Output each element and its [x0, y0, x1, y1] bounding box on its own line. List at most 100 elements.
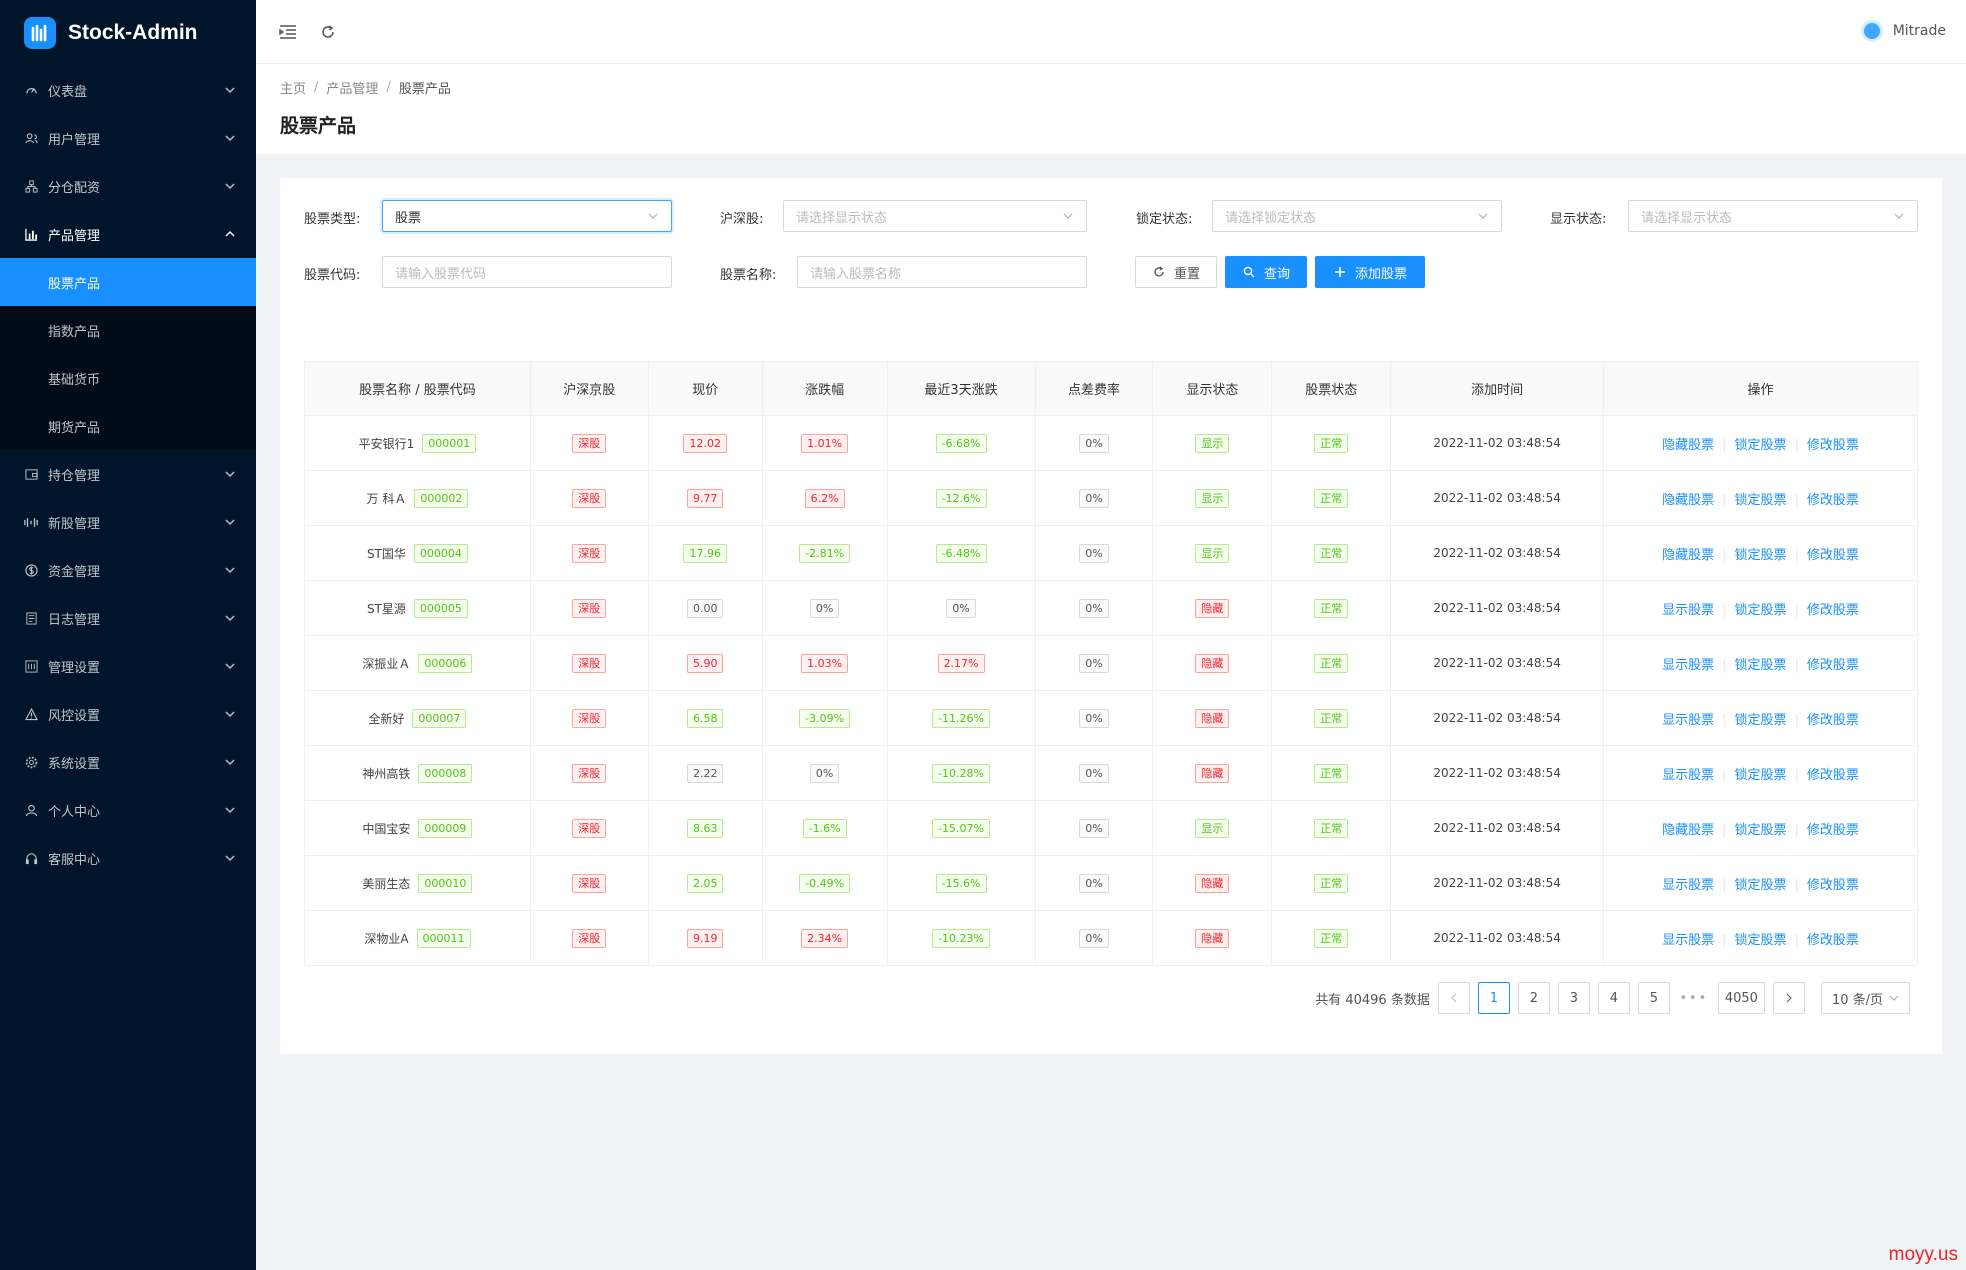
sidebar-item-admin-settings[interactable]: 管理设置 — [0, 642, 256, 690]
stock-name: 平安银行1 — [358, 436, 415, 451]
sidebar-item-label: 个人中心 — [48, 804, 101, 820]
lock-stock-link[interactable]: 锁定股票 — [1734, 767, 1787, 783]
sidebar-item-warning[interactable]: 风控设置 — [0, 690, 256, 738]
add-time: 2022-11-02 03:48:54 — [1390, 415, 1605, 471]
toggle-visibility-link[interactable]: 显示股票 — [1662, 932, 1715, 948]
column-header: 股票名称 / 股票代码 — [304, 361, 531, 416]
edit-stock-link[interactable]: 修改股票 — [1806, 767, 1859, 783]
row-actions: 显示股票 | 锁定股票 | 修改股票 — [1662, 933, 1859, 948]
column-header: 沪深京股 — [529, 361, 649, 416]
cluster-icon — [24, 179, 38, 193]
breadcrumb-home[interactable]: 主页 — [280, 82, 307, 97]
price-badge: 2.05 — [686, 873, 724, 893]
sidebar-item-person[interactable]: 个人中心 — [0, 786, 256, 834]
edit-stock-link[interactable]: 修改股票 — [1806, 437, 1859, 453]
edit-stock-link[interactable]: 修改股票 — [1806, 547, 1859, 563]
add-stock-button[interactable]: 添加股票 — [1315, 256, 1425, 288]
market-badge: 深股 — [572, 543, 607, 563]
page-size-select[interactable]: 10 条/页 — [1820, 982, 1910, 1014]
page-button[interactable]: 2 — [1517, 982, 1550, 1014]
next-page-button[interactable] — [1772, 982, 1805, 1014]
sidebar-item-label: 仪表盘 — [48, 84, 88, 100]
edit-stock-link[interactable]: 修改股票 — [1806, 602, 1859, 618]
lock-stock-link[interactable]: 锁定股票 — [1734, 712, 1787, 728]
edit-stock-link[interactable]: 修改股票 — [1806, 932, 1859, 948]
query-button[interactable]: 查询 — [1225, 256, 1307, 288]
sidebar-item-gear[interactable]: 系统设置 — [0, 738, 256, 786]
page-button[interactable]: 3 — [1557, 982, 1590, 1014]
toggle-visibility-link[interactable]: 显示股票 — [1662, 767, 1715, 783]
lock-stock-link[interactable]: 锁定股票 — [1734, 877, 1787, 893]
sidebar-item-wallet[interactable]: 持仓管理 — [0, 450, 256, 498]
row-actions: 隐藏股票 | 锁定股票 | 修改股票 — [1662, 548, 1859, 563]
edit-stock-link[interactable]: 修改股票 — [1806, 492, 1859, 508]
sidebar-item-label: 日志管理 — [48, 612, 101, 628]
lock-stock-link[interactable]: 锁定股票 — [1734, 932, 1787, 948]
lock-stock-link[interactable]: 锁定股票 — [1734, 492, 1787, 508]
toggle-visibility-link[interactable]: 隐藏股票 — [1662, 437, 1715, 453]
stock-code-badge: 000002 — [414, 488, 469, 508]
edit-stock-link[interactable]: 修改股票 — [1806, 712, 1859, 728]
page-ellipsis[interactable]: ••• — [1679, 990, 1709, 1006]
lock-stock-link[interactable]: 锁定股票 — [1734, 437, 1787, 453]
stock-name-input[interactable]: 请输入股票名称 — [797, 256, 1087, 288]
stock-code-placeholder: 请输入股票代码 — [395, 266, 487, 282]
edit-stock-link[interactable]: 修改股票 — [1806, 657, 1859, 673]
sidebar-item-headset[interactable]: 客服中心 — [0, 834, 256, 882]
sidebar-item-bar-chart[interactable]: 产品管理 — [0, 210, 256, 258]
lock-stock-link[interactable]: 锁定股票 — [1734, 602, 1787, 618]
stock-status-badge: 正常 — [1314, 708, 1349, 728]
menu-fold-icon[interactable] — [276, 20, 300, 44]
show-status-select[interactable]: 请选择显示状态 — [1628, 200, 1918, 232]
toggle-visibility-link[interactable]: 显示股票 — [1662, 877, 1715, 893]
stock-code-input[interactable]: 请输入股票代码 — [382, 256, 672, 288]
page-button[interactable]: 4 — [1597, 982, 1630, 1014]
sidebar-subitem[interactable]: 股票产品 — [0, 258, 256, 306]
market-select[interactable]: 请选择显示状态 — [783, 200, 1087, 232]
divider: | — [1722, 767, 1727, 783]
breadcrumb-level1[interactable]: 产品管理 — [326, 82, 379, 97]
sidebar-subitem[interactable]: 期货产品 — [0, 402, 256, 450]
lock-status-label: 锁定状态: — [1136, 212, 1193, 227]
lock-stock-link[interactable]: 锁定股票 — [1734, 657, 1787, 673]
sidebar-item-dashboard[interactable]: 仪表盘 — [0, 66, 256, 114]
chevron-right-icon — [1786, 993, 1792, 1003]
sidebar-item-cluster[interactable]: 分仓配资 — [0, 162, 256, 210]
toggle-visibility-link[interactable]: 隐藏股票 — [1662, 822, 1715, 838]
sidebar-subitem[interactable]: 基础货币 — [0, 354, 256, 402]
divider: | — [1722, 877, 1727, 893]
prev-page-button[interactable] — [1437, 982, 1470, 1014]
refresh-icon[interactable] — [316, 20, 340, 44]
market-badge: 深股 — [572, 433, 607, 453]
sidebar-subitem[interactable]: 指数产品 — [0, 306, 256, 354]
sidebar-item-money[interactable]: 资金管理 — [0, 546, 256, 594]
last-page-button[interactable]: 4050 — [1717, 982, 1765, 1014]
logo[interactable]: Stock-Admin — [0, 0, 256, 66]
lock-stock-link[interactable]: 锁定股票 — [1734, 822, 1787, 838]
lock-stock-link[interactable]: 锁定股票 — [1734, 547, 1787, 563]
lock-status-select[interactable]: 请选择锁定状态 — [1212, 200, 1502, 232]
price-badge: 8.63 — [686, 818, 724, 838]
toggle-visibility-link[interactable]: 显示股票 — [1662, 657, 1715, 673]
add-time: 2022-11-02 03:48:54 — [1390, 635, 1605, 691]
add-time: 2022-11-02 03:48:54 — [1390, 800, 1605, 856]
price-badge: 6.58 — [686, 708, 724, 728]
sidebar-item-new-stock[interactable]: 新股管理 — [0, 498, 256, 546]
toggle-visibility-link[interactable]: 隐藏股票 — [1662, 547, 1715, 563]
avatar — [1860, 20, 1883, 42]
reset-button[interactable]: 重置 — [1135, 256, 1217, 288]
toggle-visibility-link[interactable]: 显示股票 — [1662, 602, 1715, 618]
page-button[interactable]: 5 — [1637, 982, 1670, 1014]
divider: | — [1722, 932, 1727, 948]
add-time: 2022-11-02 03:48:54 — [1390, 910, 1605, 966]
page-button[interactable]: 1 — [1477, 982, 1510, 1014]
user-menu[interactable]: Mitrade — [1860, 20, 1946, 42]
sidebar-item-log[interactable]: 日志管理 — [0, 594, 256, 642]
toggle-visibility-link[interactable]: 隐藏股票 — [1662, 492, 1715, 508]
divider: | — [1722, 822, 1727, 838]
stock-type-select[interactable]: 股票 — [382, 200, 672, 232]
toggle-visibility-link[interactable]: 显示股票 — [1662, 712, 1715, 728]
sidebar-item-user-group[interactable]: 用户管理 — [0, 114, 256, 162]
edit-stock-link[interactable]: 修改股票 — [1806, 822, 1859, 838]
edit-stock-link[interactable]: 修改股票 — [1806, 877, 1859, 893]
